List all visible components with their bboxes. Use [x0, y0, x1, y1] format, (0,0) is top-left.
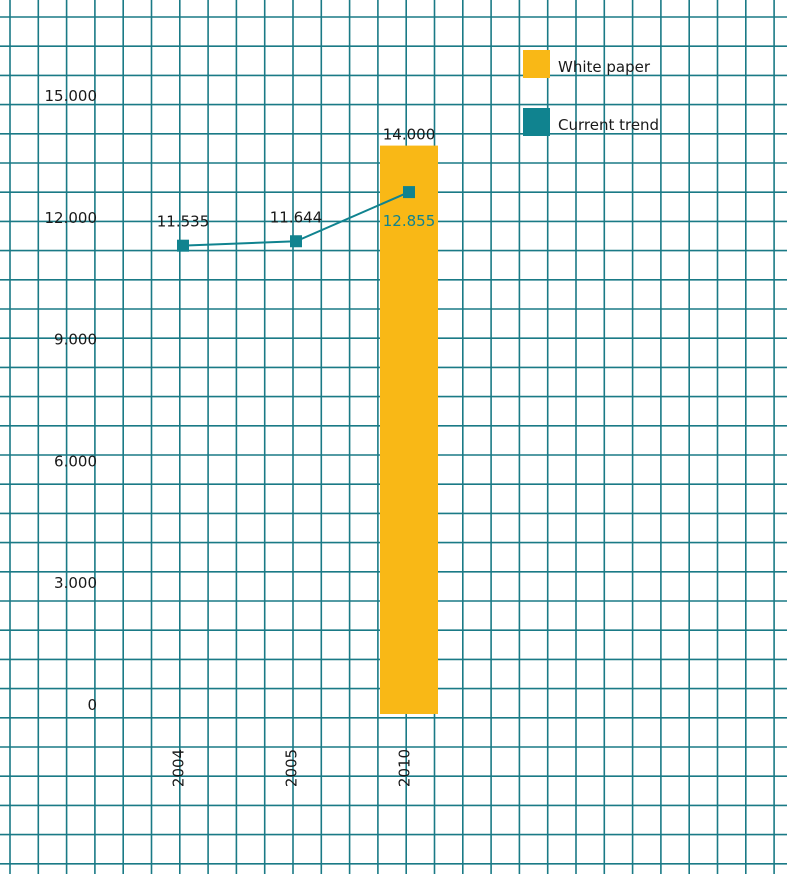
y-tick-label: 9.000: [54, 331, 97, 349]
legend-label: White paper: [558, 58, 651, 76]
y-tick-label: 3.000: [54, 574, 97, 592]
y-tick-label: 15.000: [45, 87, 98, 105]
current-trend-marker: [177, 239, 189, 252]
legend-swatch: [523, 50, 550, 78]
line-value-label: 11.644: [270, 208, 323, 226]
line-value-label: 11.535: [157, 213, 210, 231]
current-trend-line: [177, 186, 415, 252]
white-paper-bars: [380, 145, 438, 715]
legend-label: Current trend: [558, 116, 659, 134]
x-tick-label: 2005: [283, 749, 301, 787]
y-tick-label: 12.000: [45, 209, 98, 227]
y-tick-label: 6.000: [54, 452, 97, 470]
legend-swatch: [523, 108, 550, 136]
legend: White paper Current trend: [523, 50, 659, 136]
y-tick-label: 0: [87, 696, 97, 714]
x-tick-label: 2004: [170, 749, 188, 787]
current-trend-marker: [290, 235, 302, 248]
bar-white-paper: [380, 145, 438, 715]
y-axis-tick-labels: 0 3.000 6.000 9.000 12.000 15.000: [45, 87, 98, 714]
x-axis-tick-labels: 2004 2005 2010: [170, 749, 414, 787]
line-value-label: 12.855: [383, 212, 436, 230]
current-trend-marker: [403, 186, 415, 199]
x-tick-label: 2010: [396, 749, 414, 787]
data-labels: 14.000 11.535 11.644 12.855: [157, 126, 436, 231]
bar-value-label: 14.000: [383, 126, 436, 144]
